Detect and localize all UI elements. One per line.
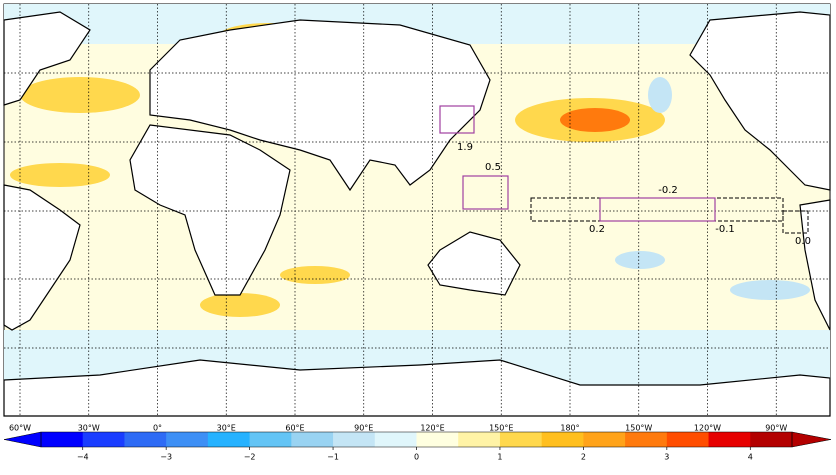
land — [689, 11, 831, 191]
colorbar-bin — [666, 432, 710, 447]
box-label: -0.1 — [715, 224, 735, 235]
anomaly-patch — [730, 280, 810, 300]
lon-label: 90°E — [354, 424, 373, 433]
box-label: 0.2 — [589, 224, 605, 235]
lon-label: 60°W — [9, 424, 31, 433]
colorbar-tick-label: −1 — [327, 453, 339, 462]
box-label: 0.0 — [795, 236, 811, 247]
anomaly-patch — [200, 293, 280, 317]
colorbar-tick-label: 3 — [664, 453, 669, 462]
lon-label: 60°E — [285, 424, 304, 433]
colorbar-bin — [458, 432, 501, 447]
land — [3, 11, 91, 106]
land — [149, 19, 491, 192]
colorbar-bin — [166, 432, 209, 447]
colorbar-tick-label: −3 — [160, 453, 172, 462]
anomaly-patch — [615, 251, 665, 269]
colorbar-bin — [291, 432, 334, 447]
colorbar-bin — [708, 432, 751, 447]
box-label: 1.9 — [457, 142, 473, 153]
colorbar-bin — [374, 432, 417, 447]
region-box — [599, 197, 716, 222]
lon-label: 0° — [153, 424, 162, 433]
box-label: -0.2 — [658, 185, 678, 196]
colorbar-tick-label: −4 — [77, 453, 89, 462]
anomaly-patch — [280, 266, 350, 284]
colorbar-extend — [3, 431, 42, 448]
anomaly-patch — [560, 108, 630, 132]
land — [3, 359, 831, 417]
colorbar-tick-label: 0 — [414, 453, 419, 462]
colorbar-extend — [791, 431, 832, 448]
colorbar-bin — [333, 432, 376, 447]
colorbar-bin — [750, 432, 793, 447]
lon-label: 30°W — [78, 424, 100, 433]
colorbar-bin — [41, 432, 84, 447]
land — [427, 231, 521, 296]
land — [799, 199, 831, 331]
colorbar-bin — [499, 432, 543, 447]
colorbar-bin — [416, 432, 459, 447]
colorbar-bin — [207, 432, 251, 447]
lon-label: 150°W — [625, 424, 652, 433]
box-label: 0.5 — [485, 162, 501, 173]
anomaly-patch — [10, 163, 110, 187]
land — [3, 184, 81, 331]
colorbar-tick-label: −2 — [244, 453, 256, 462]
region-box — [782, 210, 809, 234]
lon-label: 150°E — [489, 424, 513, 433]
colorbar-tick-label: 1 — [497, 453, 502, 462]
region-box — [462, 175, 509, 210]
graticule — [4, 4, 830, 416]
lon-label: 90°W — [765, 424, 787, 433]
colorbar-bin — [541, 432, 584, 447]
lon-label: 30°E — [217, 424, 236, 433]
colorbar-bin — [124, 432, 167, 447]
colorbar-tick-label: 2 — [581, 453, 586, 462]
colorbar-bin — [583, 432, 626, 447]
map: 1.9 0.5 -0.2 0.2 -0.1 0.0 — [3, 3, 831, 417]
anomaly-patch — [648, 77, 672, 113]
lon-label: 180° — [560, 424, 579, 433]
land — [129, 124, 291, 296]
lon-label: 120°W — [694, 424, 721, 433]
colorbar-bin — [625, 432, 668, 447]
colorbar-bin — [249, 432, 292, 447]
colorbar-tick-label: 4 — [748, 453, 753, 462]
anomaly-patch — [20, 77, 140, 113]
region-box — [439, 105, 475, 134]
lon-label: 120°E — [420, 424, 444, 433]
colorbar-bin — [82, 432, 125, 447]
